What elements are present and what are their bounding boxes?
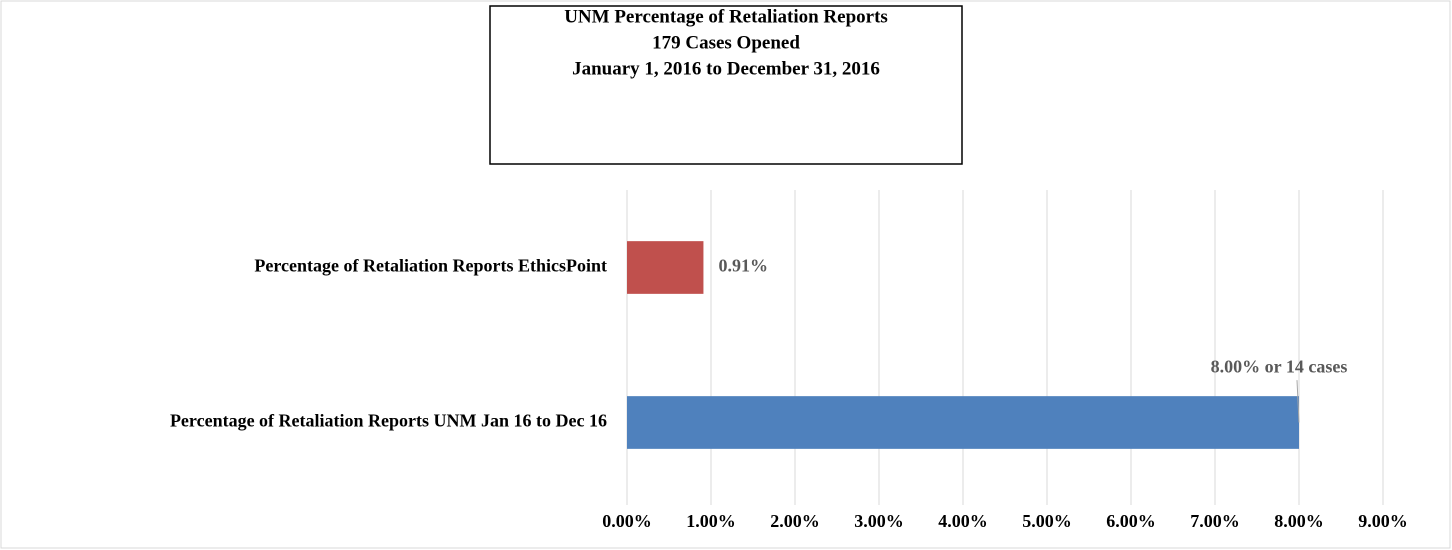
x-tick-label: 8.00% bbox=[1274, 511, 1324, 531]
x-tick-label: 2.00% bbox=[770, 511, 820, 531]
x-tick-label: 4.00% bbox=[938, 511, 988, 531]
x-tick-label: 6.00% bbox=[1106, 511, 1156, 531]
x-tick-label: 3.00% bbox=[854, 511, 904, 531]
title-box bbox=[489, 5, 963, 165]
chart-subtitle: January 1, 2016 to December 31, 2016 bbox=[572, 58, 880, 79]
leader-line bbox=[1296, 380, 1300, 423]
x-tick-label: 9.00% bbox=[1358, 511, 1408, 531]
category-label: Percentage of Retaliation Reports Ethics… bbox=[254, 256, 607, 276]
bar bbox=[627, 396, 1299, 449]
data-label: 8.00% or 14 cases bbox=[1211, 356, 1348, 376]
x-tick-label: 7.00% bbox=[1190, 511, 1240, 531]
chart-subtitle: 179 Cases Opened bbox=[652, 32, 800, 53]
category-label: Percentage of Retaliation Reports UNM Ja… bbox=[170, 411, 607, 431]
chart-title: UNM Percentage of Retaliation Reports bbox=[564, 6, 888, 27]
data-label: 0.91% bbox=[718, 256, 768, 276]
x-tick-label: 1.00% bbox=[686, 511, 736, 531]
x-tick-label: 5.00% bbox=[1022, 511, 1072, 531]
bar bbox=[627, 241, 704, 294]
x-tick-label: 0.00% bbox=[602, 511, 652, 531]
